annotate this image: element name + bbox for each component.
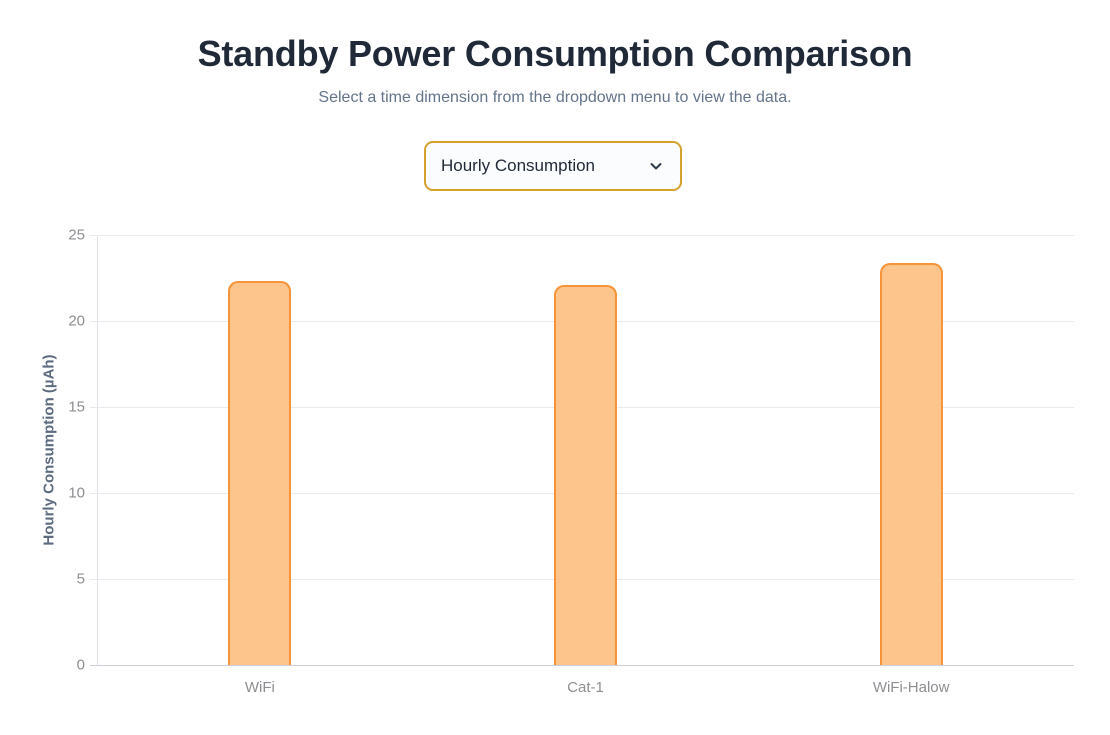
bar-wifi-halow[interactable] [879, 262, 943, 665]
page-title: Standby Power Consumption Comparison [197, 33, 913, 74]
x-category-label: WiFi-Halow [872, 679, 950, 696]
y-tick-label: 10 [68, 484, 85, 502]
x-category-label: WiFi [244, 679, 275, 696]
selected-option-label: Hourly Consumption [441, 156, 596, 175]
y-axis-line [97, 235, 98, 665]
bar-wifi[interactable] [228, 281, 292, 665]
gridline [90, 235, 1074, 236]
x-category-label: Cat-1 [567, 679, 604, 696]
y-tick-label: 25 [68, 226, 85, 244]
chevron-down-icon [648, 158, 664, 174]
y-tick-label: 15 [68, 398, 85, 416]
bar-chart: Hourly Consumption (µAh) 0 5 10 15 20 25 WiFi C… [30, 225, 1080, 700]
bar-cat-1[interactable] [554, 284, 617, 665]
y-tick-label: 5 [76, 570, 85, 588]
plot-area: 0 5 10 15 20 25 WiFi Cat-1 WiFi-Halow [68, 228, 1074, 696]
x-axis-line [90, 665, 1074, 666]
y-tick-label: 20 [68, 312, 85, 330]
page-subtitle: Select a time dimension from the dropdow… [318, 89, 792, 106]
time-dimension-select[interactable]: Hourly Consumption [424, 141, 682, 191]
y-axis-title: Hourly Consumption (µAh) [40, 354, 58, 546]
y-tick-label: 0 [76, 656, 85, 674]
